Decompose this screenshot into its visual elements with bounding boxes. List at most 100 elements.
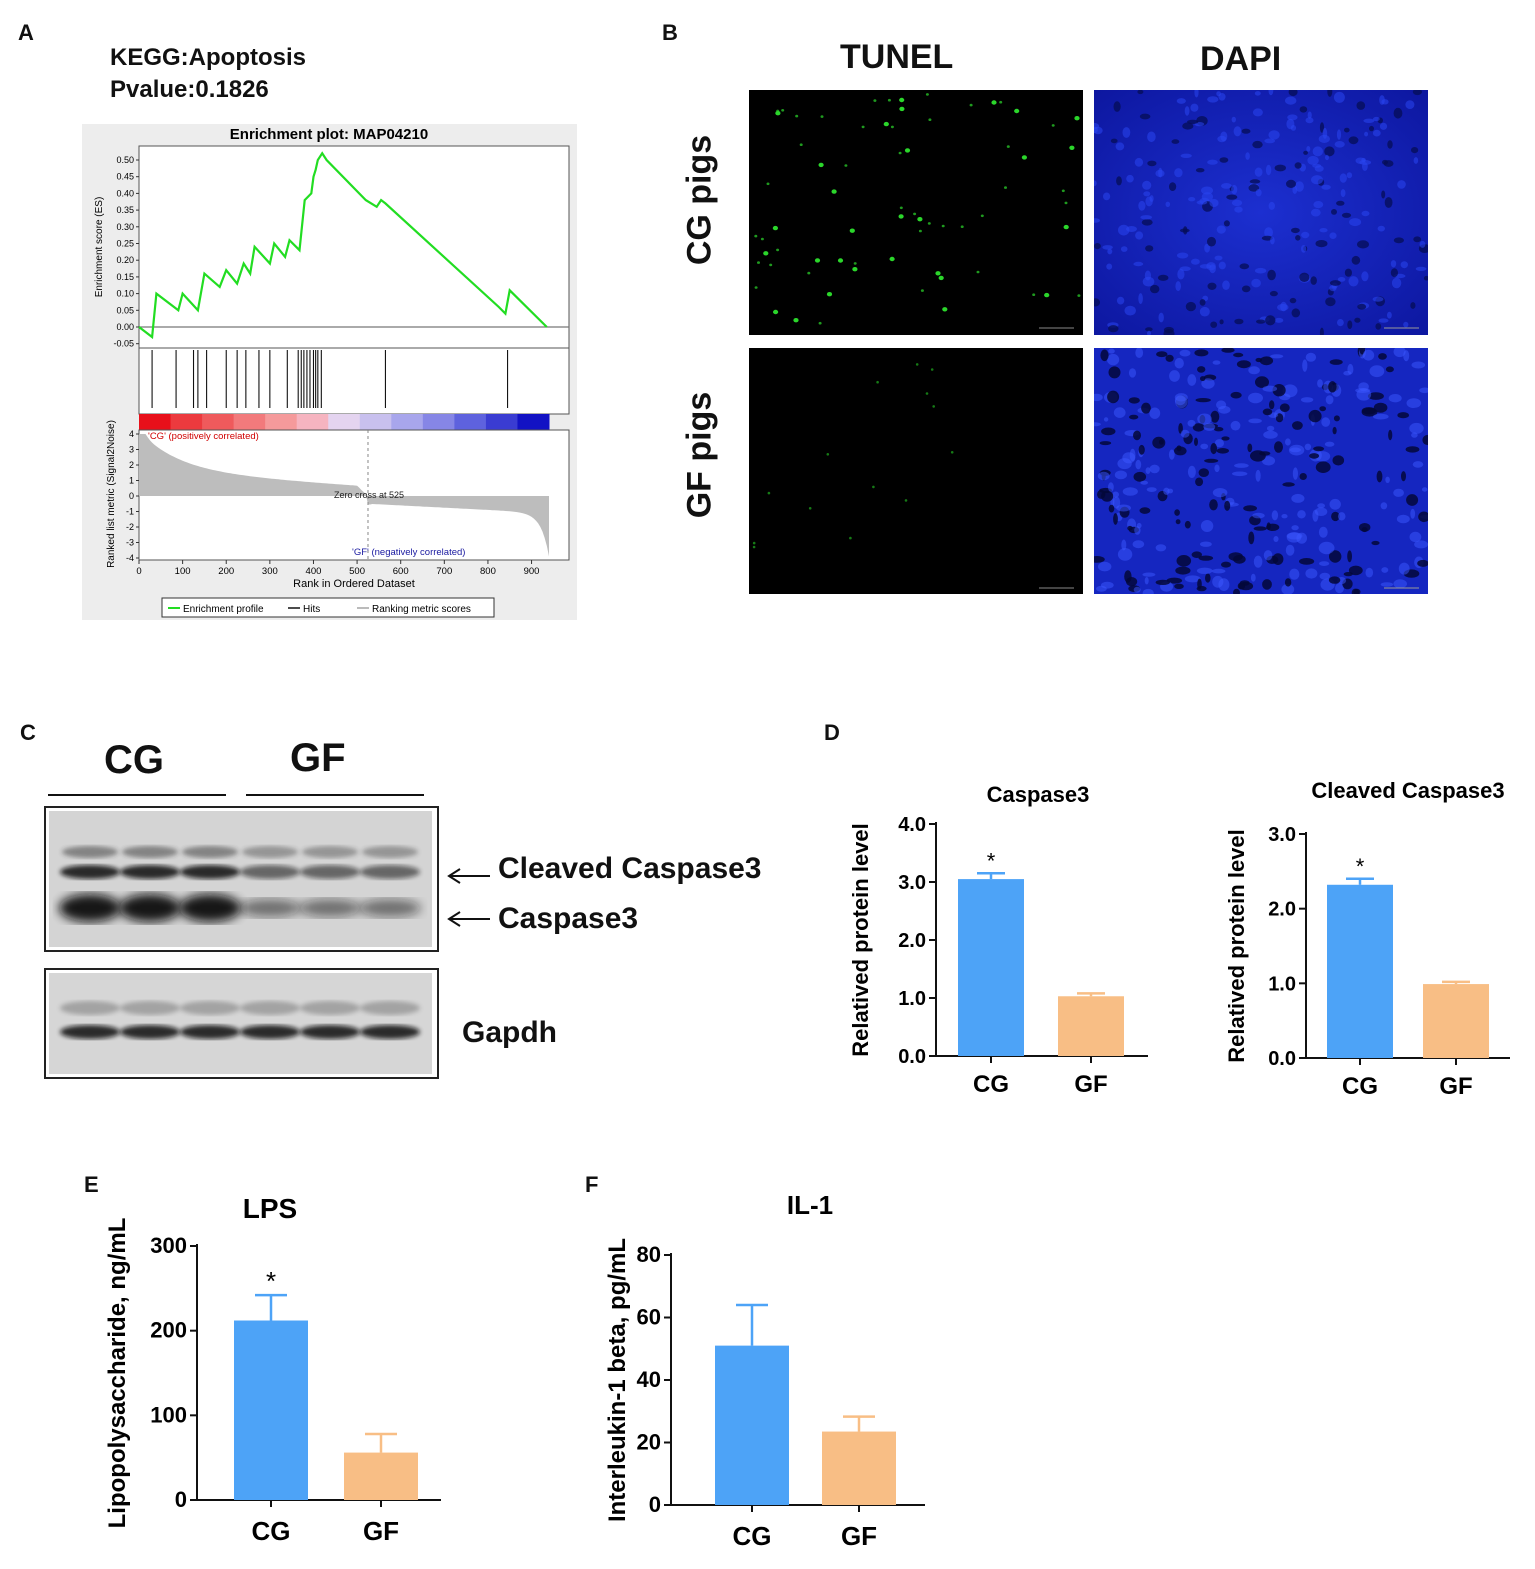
- metric-tick-label: -1: [126, 507, 134, 517]
- dapi-nucleus: [1409, 531, 1422, 543]
- dapi-nucleus: [1197, 413, 1212, 425]
- dapi-nucleus: [1190, 103, 1199, 112]
- tunel-dot: [899, 206, 903, 210]
- es-tick-label: 0.45: [116, 172, 134, 182]
- color-bar-segment: [233, 414, 266, 430]
- dapi-nucleus: [1317, 503, 1325, 509]
- dapi-nucleus: [1207, 96, 1219, 103]
- dapi-nucleus: [1410, 508, 1416, 519]
- dapi-nucleus: [1209, 499, 1218, 511]
- caspase3-bar-gf: [1058, 996, 1124, 1056]
- dapi-nucleus: [1254, 267, 1267, 274]
- dapi-gf-nuclei: [1094, 348, 1428, 594]
- gf-group-line: [246, 794, 424, 796]
- dapi-nucleus: [1143, 191, 1151, 197]
- caspase3-significance-mark: *: [987, 848, 996, 873]
- gapdh-band: [360, 1025, 420, 1039]
- tunel-dot: [890, 125, 894, 129]
- blot-band-cleaved: [300, 865, 360, 879]
- blot-band-cleaved: [60, 865, 120, 879]
- tunel-dot: [1006, 145, 1010, 148]
- dapi-nucleus: [1218, 93, 1226, 101]
- dapi-nucleus: [1169, 370, 1180, 382]
- color-bar-segment: [422, 414, 455, 430]
- tunel-dot: [898, 214, 904, 219]
- tunel-dot: [1063, 224, 1069, 230]
- dapi-nucleus: [1113, 513, 1118, 525]
- dapi-nucleus: [1141, 219, 1153, 226]
- blot-band-upper: [182, 846, 238, 858]
- metric-tick-label: 0: [129, 491, 134, 501]
- cg-group-label: CG: [104, 738, 164, 782]
- dapi-nucleus: [1218, 261, 1226, 270]
- lps-chart-title: LPS: [243, 1193, 297, 1224]
- dapi-nucleus: [1158, 439, 1164, 445]
- dapi-nucleus: [1176, 98, 1186, 104]
- dapi-nucleus: [1138, 200, 1146, 211]
- panel-letter-b: B: [662, 20, 678, 45]
- dapi-nucleus: [1142, 572, 1156, 577]
- caspase3-y-tick-label: 4.0: [898, 814, 926, 836]
- dapi-nucleus: [1250, 573, 1256, 582]
- dapi-nucleus: [1142, 180, 1152, 190]
- tunel-dot: [918, 229, 922, 233]
- dapi-nucleus: [1325, 154, 1329, 161]
- dapi-nucleus: [1285, 96, 1297, 105]
- dapi-nucleus: [1203, 422, 1216, 431]
- dapi-nucleus: [1397, 412, 1409, 419]
- dapi-nucleus: [1331, 511, 1340, 522]
- dapi-nucleus: [1174, 583, 1184, 589]
- tunel-dot: [930, 368, 934, 371]
- rank-axis-ticks: 0 100 200 300 400 500 600 700 800 900: [136, 560, 539, 577]
- dapi-nucleus: [1108, 325, 1119, 333]
- dapi-nucleus: [1390, 268, 1398, 278]
- dapi-nucleus: [1322, 127, 1328, 139]
- dapi-nucleus: [1155, 579, 1170, 585]
- cleaved-category-label: GF: [1439, 1073, 1472, 1100]
- dapi-nucleus: [1332, 426, 1337, 435]
- dapi-nucleus: [1256, 319, 1266, 324]
- dapi-nucleus: [1262, 579, 1272, 590]
- dapi-nucleus: [1294, 162, 1302, 169]
- dapi-nucleus: [1324, 441, 1335, 447]
- dapi-nucleus: [1201, 186, 1213, 195]
- dapi-nucleus: [1254, 91, 1261, 96]
- dapi-nucleus: [1286, 118, 1295, 130]
- tunel-dot: [773, 309, 779, 315]
- dapi-nucleus: [1307, 111, 1312, 119]
- dapi-nucleus: [1365, 567, 1374, 578]
- dapi-nucleus: [1361, 271, 1369, 282]
- dapi-nucleus: [1219, 157, 1229, 163]
- dapi-nucleus: [1210, 443, 1217, 455]
- dapi-nucleus: [1233, 126, 1242, 137]
- dapi-nucleus: [1291, 227, 1300, 234]
- blot-band-cleaved: [360, 865, 420, 879]
- rank-tick-label: 800: [480, 566, 496, 577]
- dapi-nucleus: [1231, 184, 1238, 195]
- tunel-dot: [1032, 293, 1036, 296]
- dapi-nucleus: [1217, 405, 1231, 414]
- cleaved-y-tick-label: 1.0: [1268, 973, 1296, 995]
- dapi-nucleus: [1388, 394, 1402, 403]
- dapi-nucleus: [1147, 131, 1156, 143]
- dapi-nucleus: [1266, 425, 1275, 432]
- il1-bar-chart: IL-1 Interleukin-1 beta, pg/mL 0 20 40 60 80 CG…: [604, 1190, 925, 1551]
- dapi-nucleus: [1129, 414, 1139, 420]
- dapi-nucleus: [1187, 119, 1199, 124]
- dapi-nucleus: [1336, 129, 1342, 140]
- dapi-nucleus: [1255, 189, 1262, 197]
- dapi-nucleus: [1357, 240, 1369, 249]
- dapi-nucleus: [1195, 477, 1204, 487]
- dapi-nucleus: [1184, 575, 1201, 583]
- dapi-nucleus: [1099, 441, 1112, 446]
- dapi-nucleus: [1124, 305, 1136, 316]
- tunel-gf-image: [749, 348, 1083, 594]
- caspase3-bar-chart: Caspase3 Relatived protein level 0.0 1.0 2.0…: [848, 782, 1148, 1098]
- dapi-nucleus: [1422, 434, 1428, 446]
- dapi-nucleus: [1218, 578, 1230, 591]
- dapi-nucleus: [1336, 200, 1345, 206]
- dapi-nucleus: [1261, 235, 1273, 241]
- dapi-nucleus: [1097, 471, 1110, 481]
- dapi-nucleus: [1412, 90, 1422, 96]
- es-axis-label: Enrichment score (ES): [94, 197, 105, 298]
